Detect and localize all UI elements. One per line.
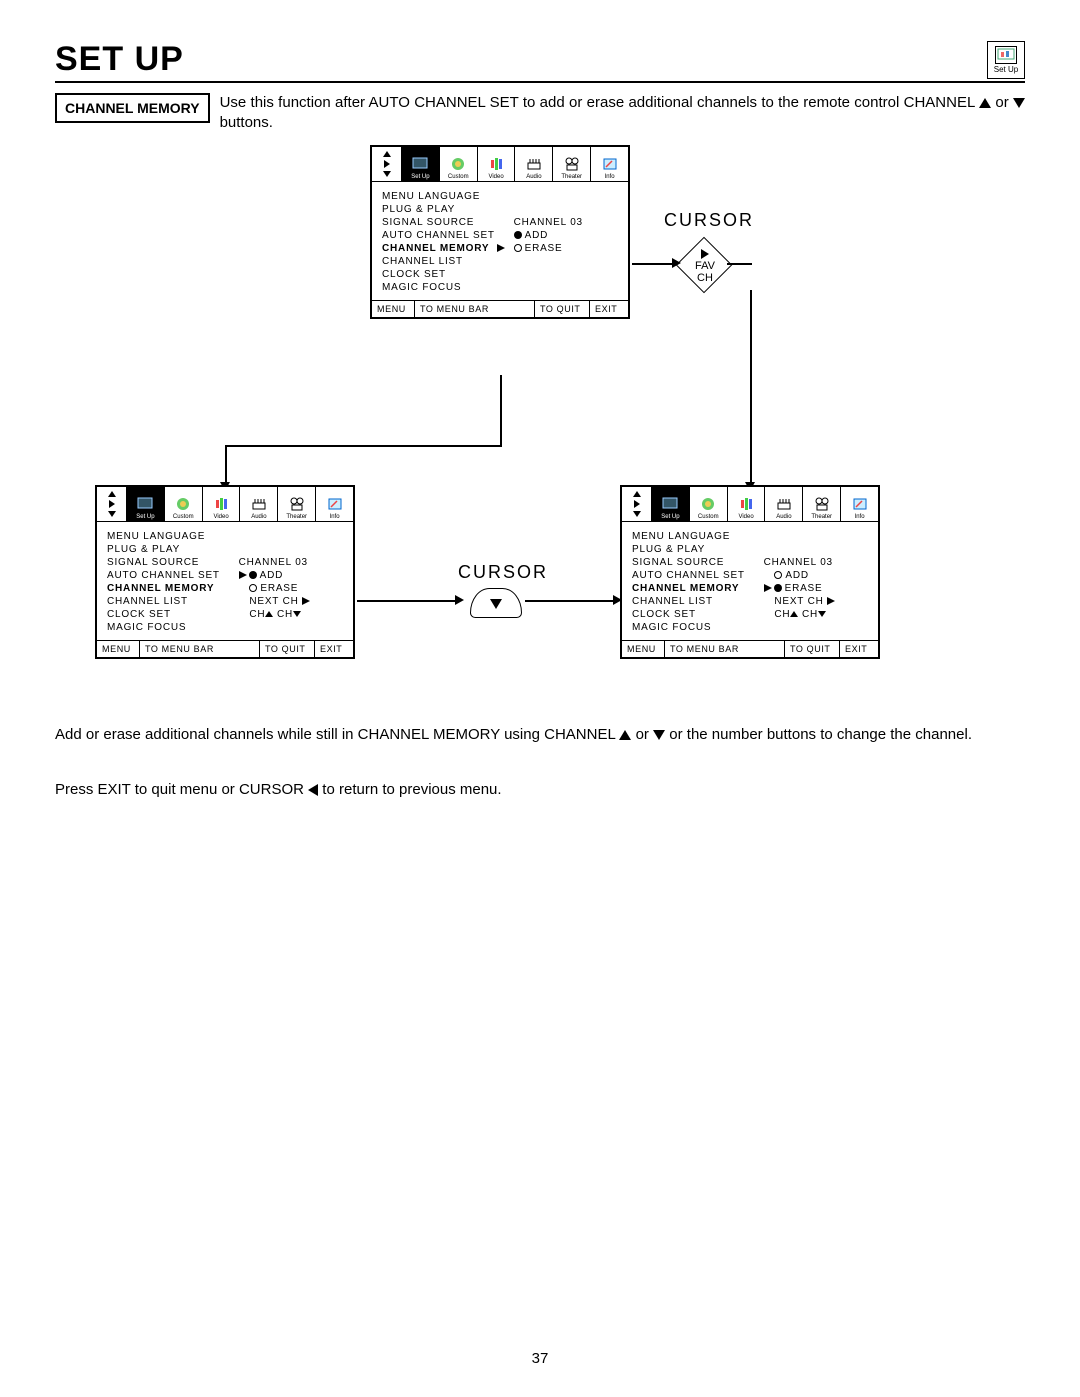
- tab-video: Video: [478, 147, 516, 181]
- bl-nextch: NEXT CH: [239, 595, 343, 608]
- br-erase: ERASE: [764, 582, 868, 595]
- cursor-label-2: CURSOR: [458, 562, 548, 583]
- mi-magic: MAGIC FOCUS: [382, 281, 510, 294]
- osd-screen-top: Set Up Custom Video Audio Theater Info M…: [370, 145, 630, 319]
- mi-auto: AUTO CHANNEL SET: [382, 229, 510, 242]
- tab-setup: Set Up: [402, 147, 440, 181]
- bl-erase: ERASE: [239, 582, 343, 595]
- osd-footer: MENUTO MENU BARTO QUITEXIT: [372, 300, 628, 317]
- setup-icon-label: Set Up: [994, 65, 1018, 74]
- nav-arrows: [372, 147, 402, 181]
- mi-clock: CLOCK SET: [382, 268, 510, 281]
- br-nextch: NEXT CH: [764, 595, 868, 608]
- mi-signal: SIGNAL SOURCE: [382, 216, 510, 229]
- cursor-label-1: CURSOR: [664, 210, 754, 231]
- favch-text: FAVCH: [690, 248, 720, 284]
- r-erase: ERASE: [514, 242, 618, 255]
- intro-row: CHANNEL MEMORY Use this function after A…: [55, 93, 1025, 134]
- bl-add: ADD: [239, 569, 343, 582]
- page-title: SET UP: [55, 40, 184, 79]
- intro-text: Use this function after AUTO CHANNEL SET…: [220, 93, 1025, 134]
- br-chupdn: CH CH: [764, 608, 868, 621]
- bottom-p2: Press EXIT to quit menu or CURSOR to ret…: [55, 780, 1025, 800]
- br-add: ADD: [764, 569, 868, 582]
- tab-custom: Custom: [440, 147, 478, 181]
- mi-chmem: CHANNEL MEMORY: [382, 242, 510, 255]
- mi-chlist: CHANNEL LIST: [382, 255, 510, 268]
- bottom-p1: Add or erase additional channels while s…: [55, 725, 1025, 745]
- r-channel: CHANNEL 03: [514, 216, 618, 229]
- osd-screen-bottom-left: Set Up Custom Video Audio Theater Info M…: [95, 485, 355, 659]
- mi-lang: MENU LANGUAGE: [382, 190, 510, 203]
- setup-icon: Set Up: [987, 41, 1025, 79]
- tab-row: Set Up Custom Video Audio Theater Info: [372, 147, 628, 182]
- down-triangle-icon: [1013, 98, 1025, 108]
- mi-plug: PLUG & PLAY: [382, 203, 510, 216]
- arrow-right-icon: [497, 244, 505, 252]
- tab-info: Info: [591, 147, 628, 181]
- header: SET UP Set Up: [55, 40, 1025, 83]
- page-number: 37: [0, 1350, 1080, 1367]
- channel-memory-box: CHANNEL MEMORY: [55, 93, 210, 123]
- up-triangle-icon: [979, 98, 991, 108]
- tab-theater: Theater: [553, 147, 591, 181]
- osd-screen-bottom-right: Set Up Custom Video Audio Theater Info M…: [620, 485, 880, 659]
- tab-audio: Audio: [515, 147, 553, 181]
- bl-chupdn: CH CH: [239, 608, 343, 621]
- r-add: ADD: [514, 229, 618, 242]
